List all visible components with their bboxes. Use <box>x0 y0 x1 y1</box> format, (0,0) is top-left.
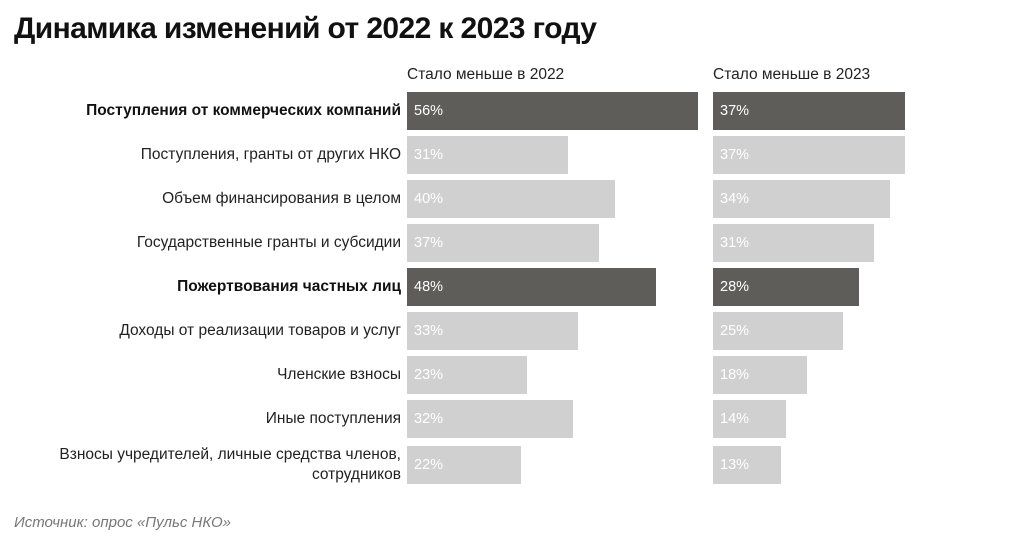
row-label-line: Членские взносы <box>277 365 401 385</box>
bar-2022: 22% <box>407 446 521 484</box>
bar-2023: 34% <box>713 180 890 218</box>
row-label: Иные поступления <box>266 409 401 429</box>
row-label: Взносы учредителей, личные средства член… <box>59 445 401 485</box>
row-label-line: Поступления, гранты от других НКО <box>141 145 401 165</box>
bar-2022: 31% <box>407 136 568 174</box>
bar-2022: 32% <box>407 400 573 438</box>
row-label-line: Взносы учредителей, личные средства член… <box>59 445 401 465</box>
row-label-line: Доходы от реализации товаров и услуг <box>119 321 401 341</box>
row-label-line: сотрудников <box>59 465 401 485</box>
source-note: Источник: опрос «Пульс НКО» <box>14 514 231 531</box>
row-label: Поступления от коммерческих компаний <box>86 101 401 121</box>
row-label-line: Пожертвования частных лиц <box>177 277 401 297</box>
bar-2023: 37% <box>713 136 905 174</box>
bar-2023: 13% <box>713 446 781 484</box>
bar-2023: 28% <box>713 268 859 306</box>
row-label: Поступления, гранты от других НКО <box>141 145 401 165</box>
row-label-line: Объем финансирования в целом <box>162 189 401 209</box>
bar-2023: 14% <box>713 400 786 438</box>
row-label: Объем финансирования в целом <box>162 189 401 209</box>
bar-2023: 25% <box>713 312 843 350</box>
row-label: Государственные гранты и субсидии <box>137 233 401 253</box>
bar-2022: 37% <box>407 224 599 262</box>
bar-2023: 18% <box>713 356 807 394</box>
bar-2022: 56% <box>407 92 698 130</box>
row-label: Пожертвования частных лиц <box>177 277 401 297</box>
bar-2022: 40% <box>407 180 615 218</box>
row-label-line: Поступления от коммерческих компаний <box>86 101 401 121</box>
row-label: Членские взносы <box>277 365 401 385</box>
bar-2023: 37% <box>713 92 905 130</box>
bar-2022: 23% <box>407 356 527 394</box>
column-header-2022: Стало меньше в 2022 <box>407 66 564 84</box>
bar-2023: 31% <box>713 224 874 262</box>
row-label-line: Иные поступления <box>266 409 401 429</box>
row-label-line: Государственные гранты и субсидии <box>137 233 401 253</box>
chart-title: Динамика изменений от 2022 к 2023 году <box>14 12 596 46</box>
row-label: Доходы от реализации товаров и услуг <box>119 321 401 341</box>
column-header-2023: Стало меньше в 2023 <box>713 66 870 84</box>
bar-2022: 48% <box>407 268 656 306</box>
bar-2022: 33% <box>407 312 578 350</box>
